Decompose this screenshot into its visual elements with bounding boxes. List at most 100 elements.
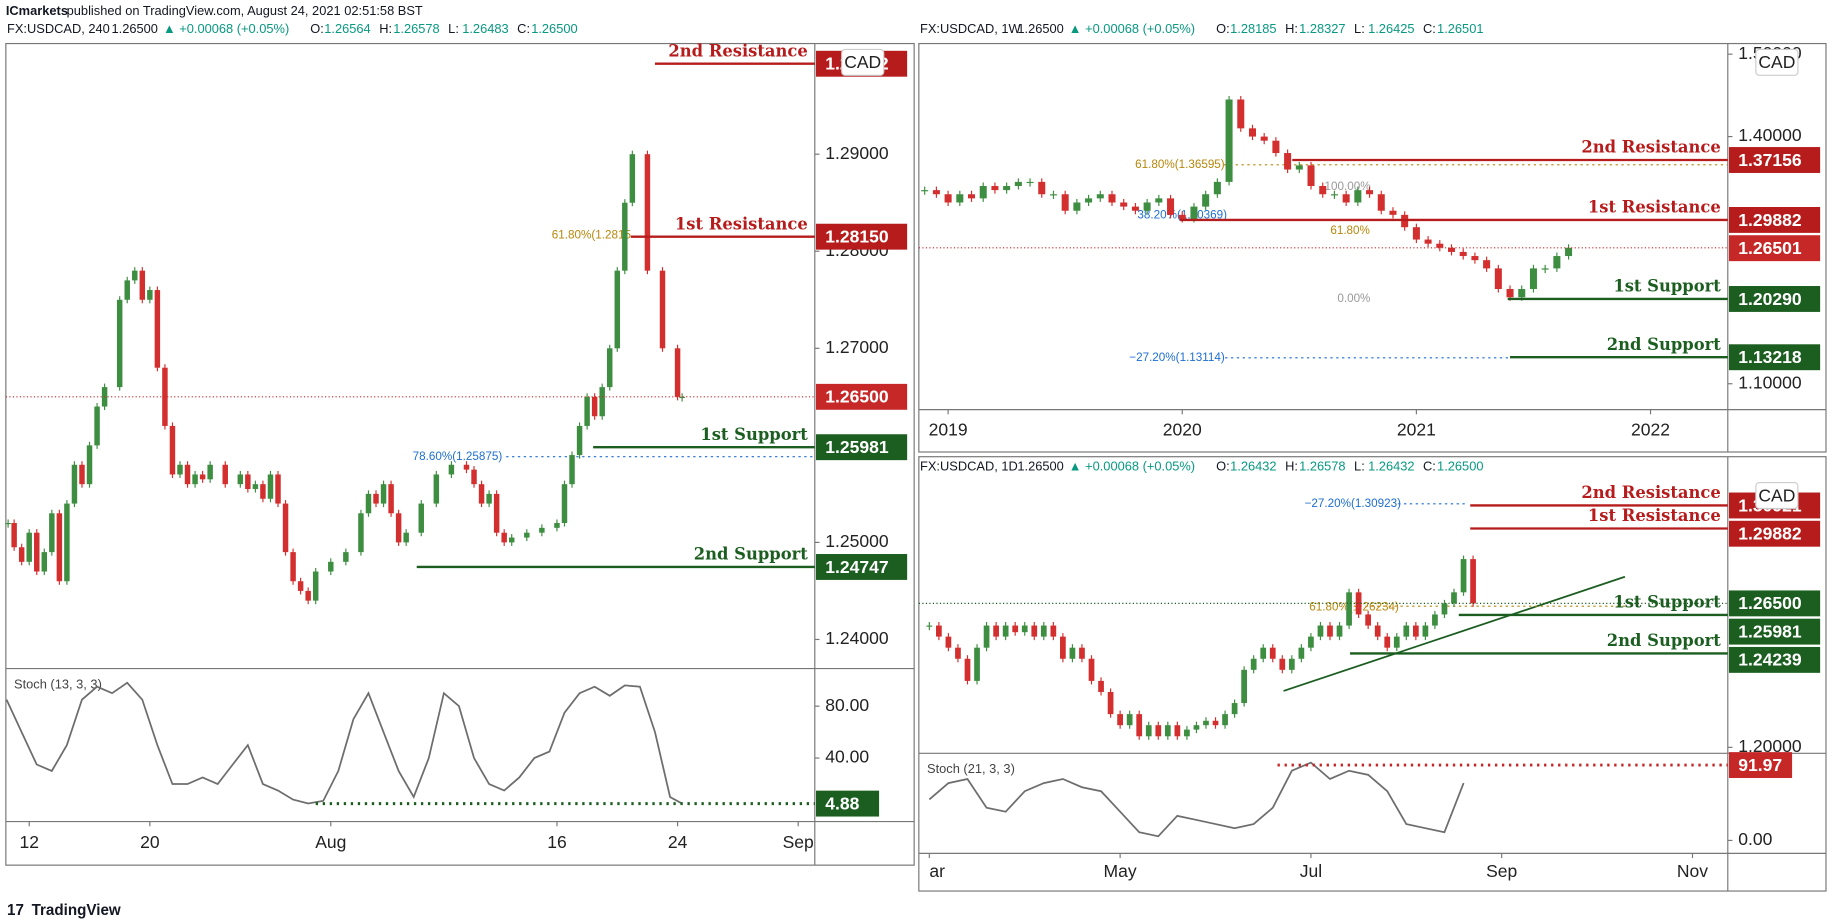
candle <box>1295 165 1303 170</box>
indicator-name: Stoch (13, 3, 3) <box>14 676 102 691</box>
legend-text: 1.26432 <box>1368 459 1414 474</box>
level-name: 2nd Support <box>1607 335 1721 354</box>
fib-annotations: 61.80%(1.2815 78.60%(1.25875) 61.80%(1.3… <box>413 158 1728 692</box>
candle <box>1014 181 1022 187</box>
candle <box>1330 194 1338 196</box>
candle <box>1031 625 1038 637</box>
candle <box>614 270 621 349</box>
y-tick-label: 1.29000 <box>825 143 889 163</box>
candle <box>1073 202 1081 211</box>
fib-label: 0.00% <box>1337 292 1370 305</box>
candle <box>290 552 296 582</box>
legend-text: 1.26500 <box>1017 459 1063 474</box>
chart-panel: FX:USDCAD, 1D 1.26500 ▲ +0.00068 (+0.05%) O… <box>918 456 1826 892</box>
logo: TradingView <box>32 902 121 919</box>
candle <box>1377 194 1385 211</box>
published: published on TradingView.com, August 24,… <box>67 3 423 18</box>
candle <box>1003 186 1011 191</box>
candle <box>1279 658 1286 670</box>
legend-text: 1.26500 <box>1437 459 1483 474</box>
candle <box>1451 592 1457 604</box>
candle <box>629 154 636 203</box>
trend-line <box>1283 575 1626 692</box>
level-name: 2nd Support <box>1607 631 1721 650</box>
chart-panel: FX:USDCAD, 240 1.26500 ▲ +0.00068 (+0.05%)… <box>5 21 915 866</box>
fib-label: 61.80%(1.26234) <box>1309 600 1399 613</box>
x-tick-label: Nov <box>1677 861 1708 881</box>
candle <box>1002 625 1009 637</box>
candle <box>64 503 70 582</box>
logo-mark: 17 <box>7 902 24 919</box>
candle <box>1143 202 1151 211</box>
price-tag-label: 1.26500 <box>825 387 889 407</box>
candle <box>956 194 964 203</box>
candle <box>921 190 929 192</box>
price-tag-label: 1.29882 <box>1738 210 1802 230</box>
candle <box>524 532 530 538</box>
legend-text: 1.26564 <box>324 21 370 36</box>
legend-text: 1.28327 <box>1299 21 1345 36</box>
candle <box>1241 669 1247 704</box>
candle <box>674 348 681 397</box>
candle <box>926 625 933 627</box>
candle <box>1088 658 1095 681</box>
candle <box>478 484 485 504</box>
candle <box>1167 198 1175 215</box>
candle <box>1441 603 1448 615</box>
currency-label: CAD <box>844 52 881 72</box>
price-tag <box>815 434 908 461</box>
candle <box>1213 181 1221 195</box>
y-tick-label: 80.00 <box>825 695 869 715</box>
candle <box>71 464 78 504</box>
candle <box>945 636 952 648</box>
legend-text: H: <box>1285 21 1298 36</box>
candle <box>162 367 168 426</box>
candle <box>373 493 379 504</box>
candle <box>944 194 952 203</box>
candle <box>599 387 605 417</box>
candle <box>297 581 304 591</box>
level-name: 2nd Support <box>694 545 808 564</box>
level-name: 2nd Resistance <box>1581 138 1720 157</box>
legend-text: 1.26500 <box>1017 21 1063 36</box>
candle <box>34 532 40 572</box>
x-tick-label: 2021 <box>1397 419 1436 439</box>
candle <box>448 464 455 475</box>
candle <box>1079 647 1085 659</box>
legend-text: L: <box>448 21 459 36</box>
candle <box>1060 636 1066 659</box>
candle <box>974 647 980 681</box>
fib-label: −27.20%(1.30923) <box>1305 497 1402 510</box>
candle <box>199 474 206 480</box>
candle <box>932 190 940 195</box>
candle <box>679 396 685 399</box>
legend-text: O: <box>1216 459 1230 474</box>
x-tick-label: ar <box>929 861 945 881</box>
candle <box>493 493 500 533</box>
price-tag <box>1728 235 1821 262</box>
x-tick-label: 2019 <box>929 419 968 439</box>
candle <box>569 455 575 485</box>
brand: ICmarkets <box>6 3 68 18</box>
y-tick-label: 1.25000 <box>825 531 889 551</box>
candle <box>1565 247 1573 257</box>
level-name: 1st Support <box>1613 277 1721 296</box>
candle <box>979 186 987 199</box>
price-tag <box>1728 206 1821 233</box>
candle <box>1040 625 1047 637</box>
candle <box>1269 647 1276 659</box>
candle <box>1049 194 1057 196</box>
legend-text: C: <box>1423 459 1436 474</box>
x-tick-label: 16 <box>547 832 566 852</box>
candle <box>1136 714 1143 737</box>
fib-label: 78.60%(1.25875) <box>413 450 503 463</box>
candle <box>591 396 598 417</box>
candle <box>222 464 228 485</box>
candle <box>1012 625 1019 633</box>
candle <box>1108 194 1116 203</box>
price-tag <box>815 223 908 250</box>
candle <box>1203 720 1209 726</box>
candle <box>1327 625 1333 637</box>
candle <box>1319 186 1327 195</box>
candle <box>584 396 590 426</box>
